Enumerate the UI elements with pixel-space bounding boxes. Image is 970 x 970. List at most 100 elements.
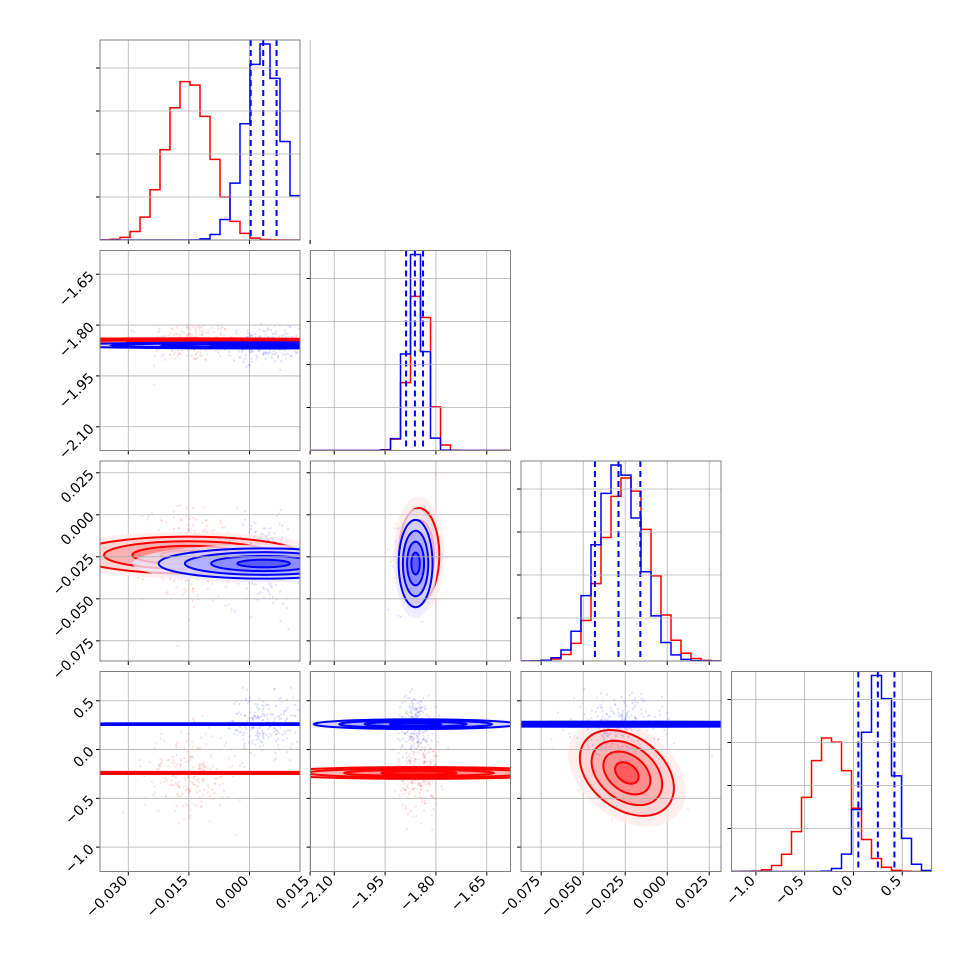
sample-point [221, 326, 224, 329]
sample-point [198, 762, 201, 765]
sample-point [179, 795, 182, 798]
density-fill [237, 559, 290, 568]
sample-point [397, 614, 400, 617]
sample-point [179, 763, 182, 766]
panel-plot [731, 671, 932, 872]
sample-point [447, 746, 450, 750]
sample-point [184, 779, 187, 782]
sample-point [236, 729, 239, 732]
sample-point [419, 785, 423, 788]
sample-point [657, 737, 660, 740]
sample-point [180, 731, 183, 734]
sample-point [203, 328, 206, 331]
sample-point [268, 583, 271, 586]
sample-point [278, 338, 281, 341]
y-tick-label: −0.050 [50, 593, 98, 641]
sample-point [605, 693, 609, 696]
sample-point [213, 791, 216, 795]
sample-point [219, 355, 222, 358]
sample-point [212, 330, 215, 334]
sample-point [202, 793, 205, 796]
sample-point [282, 739, 285, 742]
sample-point [434, 473, 437, 476]
sample-point [224, 604, 227, 607]
sample-point [281, 524, 284, 527]
sample-point [431, 794, 434, 797]
sample-point [206, 328, 210, 331]
sample-point [591, 744, 595, 747]
histogram-series-1 [100, 43, 300, 240]
sample-point [408, 759, 411, 762]
sample-point [191, 745, 194, 748]
sample-point [440, 784, 443, 788]
panel-3-3: −1.0 −0.5 0.0 0.5 [723, 671, 932, 908]
contour-line [183, 551, 300, 576]
sample-point [274, 360, 277, 363]
sample-point [419, 741, 422, 745]
sample-point [599, 703, 602, 707]
sample-point [285, 606, 289, 609]
sample-point [253, 714, 256, 718]
sample-point [191, 599, 194, 602]
sample-point [258, 745, 262, 748]
sample-point [251, 334, 254, 337]
sample-point [601, 715, 604, 718]
sample-point [405, 751, 408, 755]
sample-point [419, 788, 422, 791]
sample-point [202, 763, 205, 766]
sample-point [264, 351, 267, 354]
sample-point [242, 731, 246, 735]
sample-point [188, 517, 191, 521]
sample-point [231, 765, 234, 768]
sample-point [217, 327, 220, 331]
sample-point [194, 358, 197, 361]
sample-point [153, 784, 156, 788]
sample-point [409, 732, 412, 735]
sample-point [647, 714, 650, 718]
sample-point [619, 715, 622, 718]
sample-point [399, 746, 402, 749]
sample-point [213, 782, 216, 785]
sample-point [400, 730, 404, 733]
sample-point [176, 794, 179, 797]
sample-point [417, 739, 420, 742]
sample-point [153, 383, 156, 386]
sample-point [403, 782, 406, 785]
sample-point [562, 728, 565, 732]
sample-point [653, 737, 656, 740]
sample-point [422, 752, 425, 756]
sample-point [289, 759, 292, 762]
y-tick-label: −1.65 [56, 269, 98, 311]
sample-point [204, 349, 207, 352]
sample-point [166, 590, 169, 593]
sample-point [175, 585, 178, 589]
sample-point [264, 330, 267, 333]
sample-point [627, 736, 630, 739]
sample-point [412, 740, 415, 743]
sample-point [208, 820, 211, 823]
sample-point [271, 595, 274, 598]
sample-point [267, 727, 270, 730]
sample-point [178, 822, 181, 825]
panel-frame [99, 460, 301, 662]
sample-point [410, 712, 413, 715]
sample-point [639, 693, 643, 696]
sample-point [245, 688, 248, 691]
sample-point [224, 585, 227, 588]
sample-point [258, 708, 261, 711]
contour-line [363, 720, 468, 728]
sample-point [180, 519, 183, 522]
sample-point [605, 734, 609, 737]
sample-point [432, 759, 435, 762]
sample-point [187, 523, 190, 527]
sample-point [406, 731, 409, 734]
sample-point [295, 334, 298, 337]
sample-point [637, 729, 640, 732]
sample-point [412, 702, 415, 705]
sample-point [306, 346, 308, 348]
sample-point [243, 744, 246, 747]
sample-point [423, 756, 426, 759]
sample-point [418, 707, 421, 710]
sample-point [418, 781, 421, 784]
histogram-series-0 [100, 80, 300, 240]
